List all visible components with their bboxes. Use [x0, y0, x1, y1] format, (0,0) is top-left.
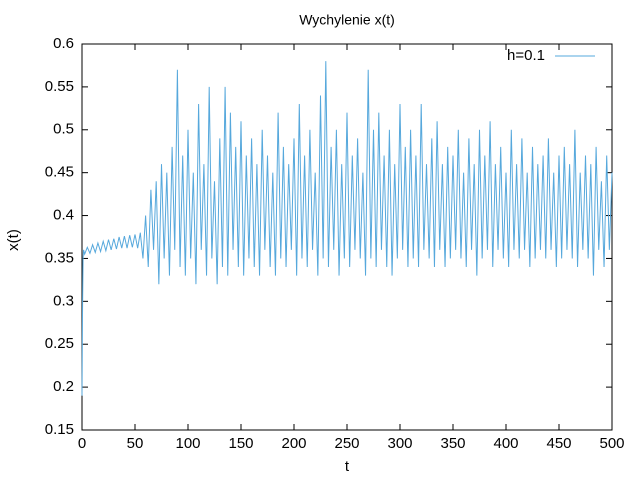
y-tick-label: 0.3 [53, 292, 74, 309]
x-tick-label: 350 [440, 435, 465, 452]
x-tick-label: 150 [228, 435, 253, 452]
y-axis-label: x(t) [5, 229, 22, 251]
x-tick-label: 200 [281, 435, 306, 452]
x-tick-label: 500 [599, 435, 624, 452]
x-tick-label: 50 [127, 435, 144, 452]
x-tick-label: 250 [334, 435, 359, 452]
x-tick-label: 300 [387, 435, 412, 452]
y-tick-label: 0.6 [53, 35, 74, 52]
y-tick-label: 0.35 [45, 249, 74, 266]
y-tick-label: 0.4 [53, 207, 74, 224]
plot-frame [81, 43, 613, 431]
x-tick-label: 450 [546, 435, 571, 452]
data-line [81, 61, 613, 396]
x-tick-label: 0 [78, 435, 86, 452]
y-tick-label: 0.25 [45, 335, 74, 352]
y-tick-label: 0.2 [53, 378, 74, 395]
x-tick-label: 100 [175, 435, 200, 452]
y-tick-label: 0.15 [45, 421, 74, 438]
y-tick-label: 0.45 [45, 164, 74, 181]
y-tick-label: 0.55 [45, 78, 74, 95]
x-axis-label: t [345, 458, 350, 475]
legend-label: h=0.1 [507, 47, 545, 64]
x-tick-label: 400 [493, 435, 518, 452]
chart-title: Wychylenie x(t) [299, 12, 395, 28]
y-tick-label: 0.5 [53, 121, 74, 138]
